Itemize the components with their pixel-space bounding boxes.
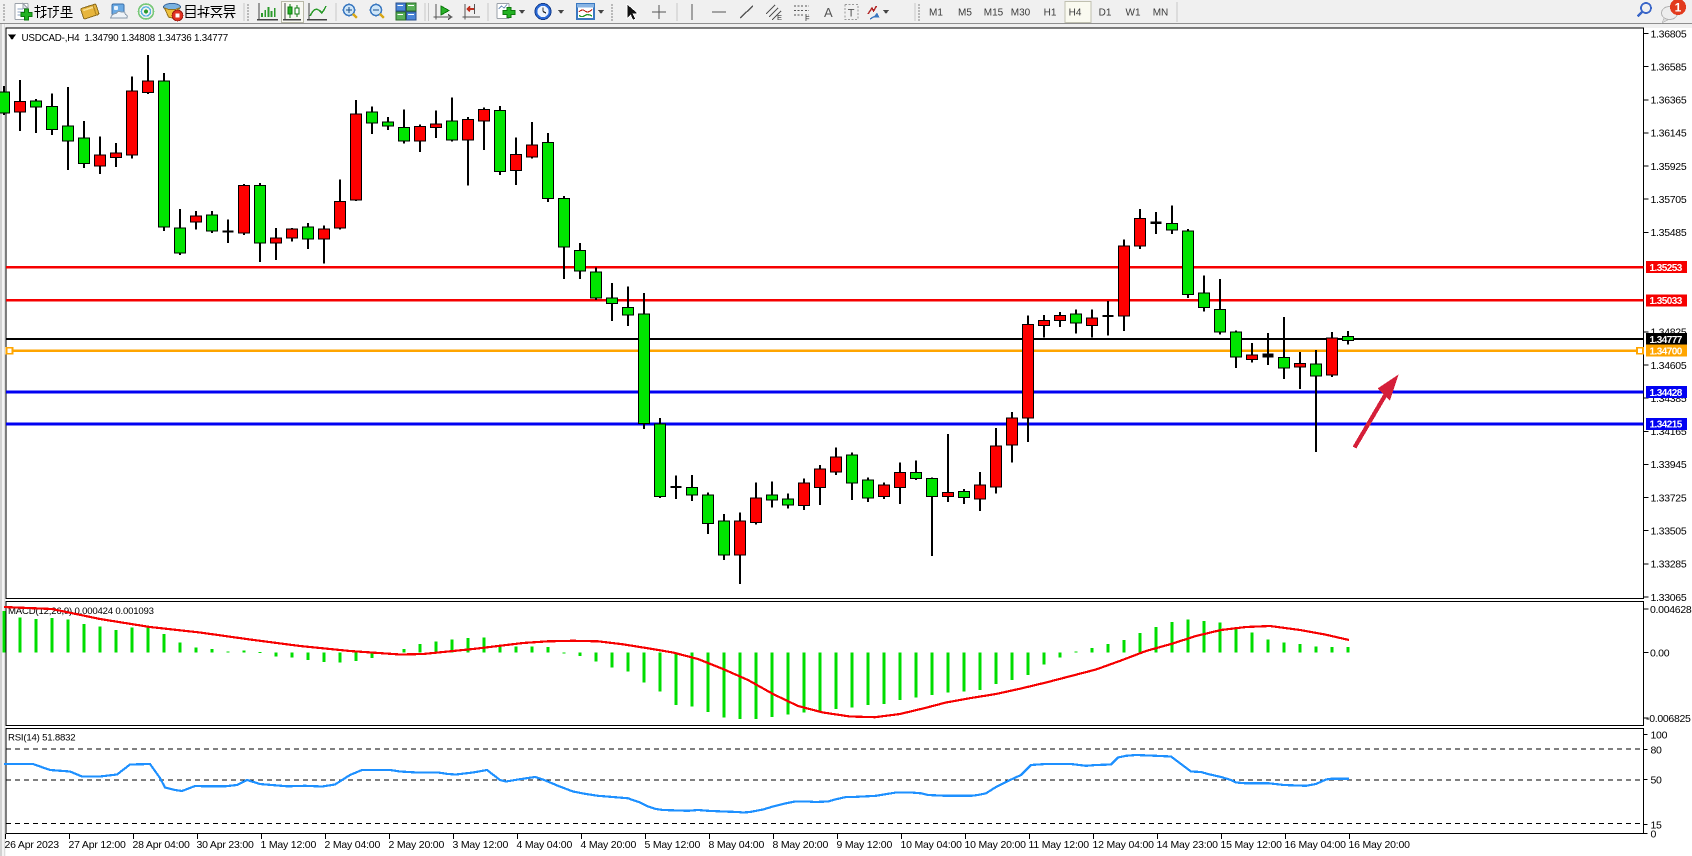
svg-text:M15: M15 xyxy=(984,8,1004,19)
svg-text:MACD(12,26,9) 0.000424 0.00109: MACD(12,26,9) 0.000424 0.001093 xyxy=(8,606,154,617)
svg-text:4 May 04:00: 4 May 04:00 xyxy=(517,839,573,851)
svg-text:1.36805: 1.36805 xyxy=(1651,28,1687,40)
svg-text:30 Apr 23:00: 30 Apr 23:00 xyxy=(197,839,255,851)
svg-text:USDCAD-,H4 1.34790 1.34808 1.: USDCAD-,H4 1.34790 1.34808 1.34736 1.347… xyxy=(22,33,229,44)
svg-text:0: 0 xyxy=(1651,828,1657,840)
svg-text:W1: W1 xyxy=(1126,8,1141,19)
svg-text:RSI(14) 51.8832: RSI(14) 51.8832 xyxy=(8,733,75,744)
svg-text:E: E xyxy=(777,13,782,22)
svg-text:10 May 04:00: 10 May 04:00 xyxy=(901,839,963,851)
svg-text:1.35705: 1.35705 xyxy=(1651,194,1687,206)
svg-text:0.004628: 0.004628 xyxy=(1650,604,1692,616)
svg-text:80: 80 xyxy=(1651,744,1663,756)
svg-text:11 May 12:00: 11 May 12:00 xyxy=(1029,839,1090,851)
svg-text:M1: M1 xyxy=(929,8,943,19)
svg-text:1.33285: 1.33285 xyxy=(1651,559,1687,571)
svg-text:50: 50 xyxy=(1651,774,1663,786)
svg-text:2 May 20:00: 2 May 20:00 xyxy=(389,839,445,851)
svg-text:8 May 04:00: 8 May 04:00 xyxy=(709,839,765,851)
svg-text:1.35485: 1.35485 xyxy=(1651,227,1687,239)
svg-text:5 May 12:00: 5 May 12:00 xyxy=(645,839,701,851)
svg-text:2 May 04:00: 2 May 04:00 xyxy=(325,839,381,851)
svg-text:16 May 04:00: 16 May 04:00 xyxy=(1285,839,1347,851)
svg-text:16 May 20:00: 16 May 20:00 xyxy=(1349,839,1411,851)
svg-text:10 May 20:00: 10 May 20:00 xyxy=(965,839,1027,851)
svg-text:A: A xyxy=(824,5,833,20)
svg-text:1 May 12:00: 1 May 12:00 xyxy=(261,839,317,851)
svg-text:-0.006825: -0.006825 xyxy=(1646,713,1691,725)
svg-text:1.34700: 1.34700 xyxy=(1650,347,1683,358)
svg-text:1.35253: 1.35253 xyxy=(1650,263,1683,274)
svg-text:1.34215: 1.34215 xyxy=(1650,420,1683,431)
svg-text:MN: MN xyxy=(1153,8,1169,19)
svg-text:12 May 04:00: 12 May 04:00 xyxy=(1093,839,1155,851)
svg-text:26 Apr 2023: 26 Apr 2023 xyxy=(5,839,60,851)
svg-text:3 May 12:00: 3 May 12:00 xyxy=(453,839,509,851)
svg-text:4 May 20:00: 4 May 20:00 xyxy=(581,839,637,851)
svg-text:15 May 12:00: 15 May 12:00 xyxy=(1221,839,1283,851)
svg-text:1.36145: 1.36145 xyxy=(1651,128,1687,140)
svg-text:F: F xyxy=(805,14,810,23)
svg-text:M5: M5 xyxy=(958,8,972,19)
svg-text:D1: D1 xyxy=(1099,8,1112,19)
svg-text:27 Apr 12:00: 27 Apr 12:00 xyxy=(69,839,127,851)
svg-text:H4: H4 xyxy=(1069,8,1082,19)
svg-text:1: 1 xyxy=(1675,0,1682,14)
svg-text:H1: H1 xyxy=(1044,8,1057,19)
svg-text:28 Apr 04:00: 28 Apr 04:00 xyxy=(133,839,191,851)
svg-text:1.35033: 1.35033 xyxy=(1650,296,1683,307)
svg-text:1.33505: 1.33505 xyxy=(1651,526,1687,538)
svg-text:1.33725: 1.33725 xyxy=(1651,492,1687,504)
svg-text:8 May 20:00: 8 May 20:00 xyxy=(773,839,829,851)
svg-text:14 May 23:00: 14 May 23:00 xyxy=(1157,839,1219,851)
svg-text:1.36585: 1.36585 xyxy=(1651,61,1687,73)
svg-text:15: 15 xyxy=(1651,819,1663,831)
svg-text:1.34605: 1.34605 xyxy=(1651,360,1687,372)
svg-text:1.36365: 1.36365 xyxy=(1651,95,1687,107)
svg-text:1.34777: 1.34777 xyxy=(1650,335,1683,346)
svg-text:9 May 12:00: 9 May 12:00 xyxy=(837,839,893,851)
svg-text:100: 100 xyxy=(1651,729,1668,741)
svg-text:T: T xyxy=(848,8,855,20)
svg-text:0.00: 0.00 xyxy=(1650,647,1670,659)
svg-text:1.33065: 1.33065 xyxy=(1651,592,1687,604)
svg-text:1.35925: 1.35925 xyxy=(1651,161,1687,173)
svg-text:1.33945: 1.33945 xyxy=(1651,459,1687,471)
svg-text:M30: M30 xyxy=(1011,8,1031,19)
svg-text:1.34428: 1.34428 xyxy=(1650,388,1683,399)
